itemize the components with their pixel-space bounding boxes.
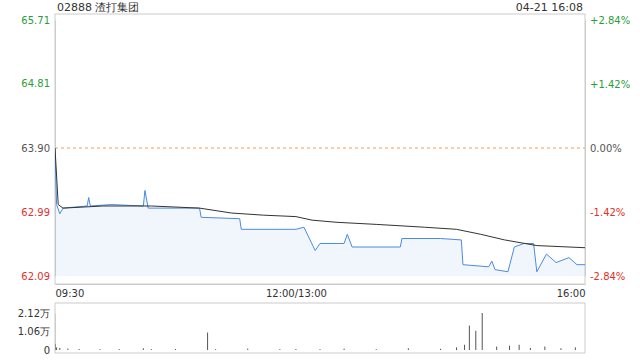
volume-bar [344,349,345,350]
volume-bar [207,333,208,350]
tick: +2.84% [585,15,630,26]
volume-bar [215,349,216,350]
tick: 64.81 [21,78,55,89]
volume-bar [151,349,152,350]
volume-frame [55,303,585,353]
volume-bar [143,348,144,350]
volume-bar [456,347,457,350]
tick: 62.99 [21,207,55,218]
volume-bar [560,348,561,350]
tick: 65.71 [21,15,55,26]
tick-label: 62.09 [21,271,50,282]
tick-label: 65.71 [21,15,50,26]
plot-frame [55,14,585,284]
volume-bar [99,349,100,350]
tick-label: 63.90 [21,143,50,154]
volume-bar [55,344,56,350]
tick: 16:00 [557,284,586,299]
tick: 1.06万 [18,326,55,337]
tick: 63.90 [21,143,55,154]
tick-label: 62.99 [21,207,50,218]
volume-area [55,313,576,350]
axis-line [585,21,586,277]
tick: 62.09 [21,271,55,282]
volume-bar [56,347,57,350]
tick: -1.42% [585,207,625,218]
y2-axis: +2.84% +1.42% 0.00% -1.42% -2.84% [585,15,630,282]
tick-label: 09:30 [56,288,85,299]
tick-label: -2.84% [590,271,625,282]
tick-label: 1.06万 [18,326,50,337]
tick-label: +2.84% [590,15,630,26]
volume-bar [509,346,510,350]
volume-axis: 2.12万 1.06万 0 [18,308,56,356]
volume-bar [496,347,497,350]
volume-bar [575,347,576,350]
volume-bar [175,349,176,350]
title: 02888 渣打集团 [57,1,140,14]
tick-label: 12:00/13:00 [266,288,327,299]
tick: 0.00% [585,143,622,154]
tick: 09:30 [56,284,85,299]
volume-bar [79,349,80,350]
volume-bar [464,345,465,350]
tick-label: -1.42% [590,207,625,218]
volume-bar [440,349,441,350]
tick: 2.12万 [18,308,55,319]
volume-bar [544,347,545,350]
volume-bar [119,349,120,350]
volume-bar [482,313,483,350]
reference-line [55,148,585,149]
volume-bar [320,349,321,350]
tick-label: 2.12万 [18,308,50,319]
tick-label: 16:00 [557,288,586,299]
tick-label: +1.42% [590,79,630,90]
price-line [55,148,585,272]
volume-bar [279,349,280,350]
volume-bar [408,348,409,350]
axis-line [55,314,56,351]
x-axis: 09:30 12:00/13:00 16:00 [56,284,586,299]
chart: 02888 渣打集团 04-21 16:08 65.71 64.81 63.90 62.9… [0,0,640,360]
tick: 0 [44,345,55,356]
tick: 12:00/13:00 [266,284,327,299]
volume-bar [59,348,60,350]
average-line [55,148,585,248]
tick-label: 64.81 [21,78,50,89]
volume-bar [376,349,377,350]
volume-bar [530,348,531,350]
volume-bar [519,345,520,350]
tick: -2.84% [585,271,625,282]
axis-line [56,284,586,285]
volume-bar [295,349,296,350]
volume-bar [247,349,248,350]
y-axis: 65.71 64.81 63.90 62.99 62.09 [21,15,55,282]
volume-bar [475,331,476,350]
subtitle: 04-21 16:08 [516,1,583,14]
tick-label: 0.00% [590,143,622,154]
volume-bar [67,349,68,350]
grid [55,148,585,149]
price-area [55,148,585,276]
tick: +1.42% [585,79,630,90]
plot-area [55,148,585,276]
tick-label: 0 [44,345,50,356]
volume-bar [469,326,470,350]
